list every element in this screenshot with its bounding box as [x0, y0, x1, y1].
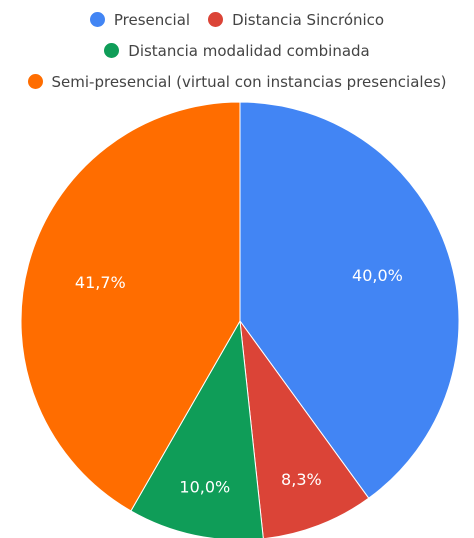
pie-slice [130, 319, 264, 538]
legend-row: Semi-presencial (virtual con instancias … [0, 66, 474, 97]
legend-label: Distancia modalidad combinada [128, 41, 370, 60]
data-label: 40,0% [352, 266, 403, 285]
data-label: 41,7% [75, 273, 126, 292]
legend-item: Semi-presencial (virtual con instancias … [27, 72, 447, 91]
pie-slice [239, 319, 370, 538]
legend-swatch [27, 74, 43, 89]
legend-row: Presencial Distancia Sincrónico [0, 4, 474, 35]
legend-label: Semi-presencial (virtual con instancias … [51, 72, 447, 91]
legend-swatch [104, 43, 120, 58]
data-label: 8,3% [281, 470, 322, 489]
pie-slice [239, 101, 460, 499]
data-label: 10,0% [179, 478, 230, 497]
legend-label: Presencial [113, 10, 191, 29]
legend-swatch [89, 12, 105, 27]
legend-item: Distancia Sincrónico [208, 11, 384, 29]
legend-item: Presencial [89, 10, 191, 29]
legend-label: Distancia Sincrónico [232, 10, 385, 29]
legend: Presencial Distancia Sincrónico Distancia … [0, 4, 474, 97]
pie-slice [20, 101, 241, 512]
legend-item: Distancia modalidad combinada [104, 41, 370, 60]
legend-swatch [208, 12, 224, 27]
legend-row: Distancia modalidad combinada [0, 35, 474, 66]
